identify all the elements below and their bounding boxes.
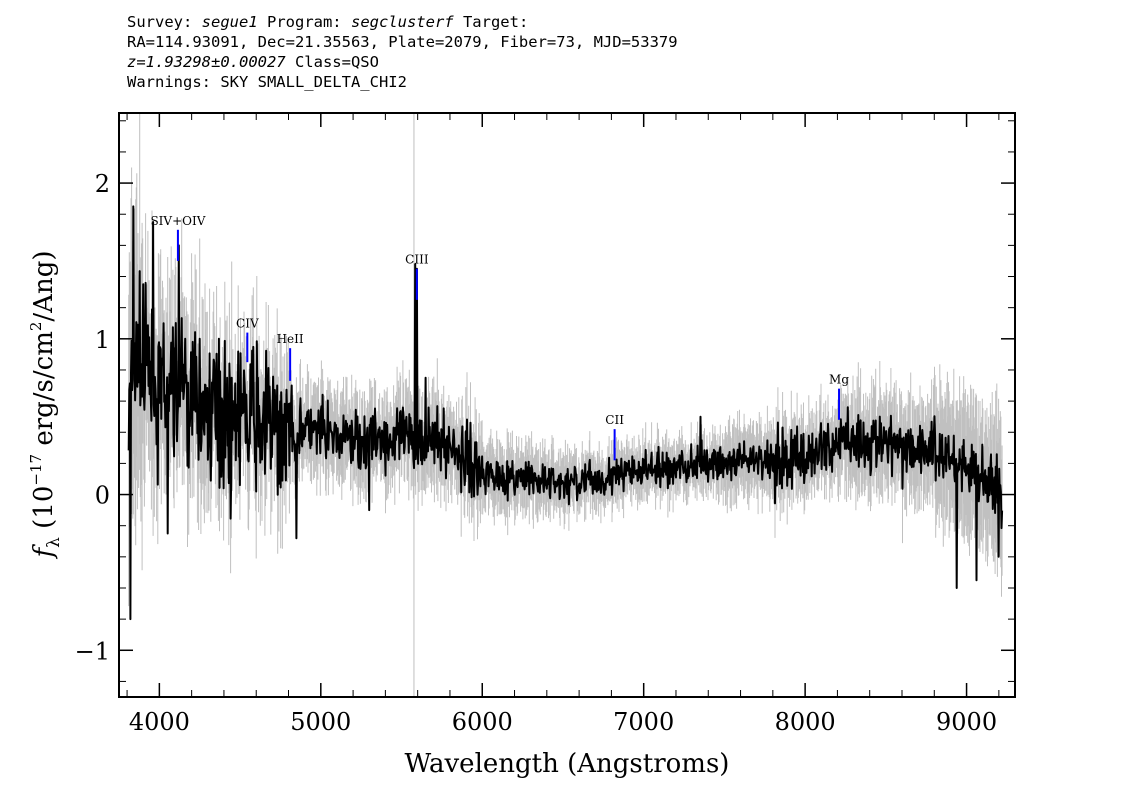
emission-line-label: SIV+OIV (150, 214, 205, 228)
x-tick-label: 7000 (613, 708, 674, 736)
y-axis-lambda: λ (44, 537, 64, 548)
header-line-survey: Survey: segue1 Program: segclusterf Targ… (127, 12, 1107, 32)
y-tick-label: 2 (95, 170, 110, 198)
plot-content (127, 113, 1004, 697)
y-tick-label: −1 (75, 637, 110, 665)
header-line-redshift: z=1.93298±0.00027 Class=QSO (127, 52, 1107, 72)
y-axis-title: fλ (10−17 erg/s/cm2/Ang) (27, 251, 64, 560)
emission-line-markers: SIV+OIV CIV HeII CIII CII Mg (150, 214, 849, 461)
x-tick-label: 4000 (129, 708, 190, 736)
program-name: segclusterf (350, 13, 454, 31)
x-tick-label: 5000 (290, 708, 351, 736)
header-line-coordinates: RA=114.93091, Dec=21.35563, Plate=2079, … (127, 33, 678, 51)
emission-line-label: CIV (236, 317, 259, 331)
plot-frame (118, 112, 1016, 698)
y-axis-suffix: /Ang) (29, 251, 59, 322)
survey-name: segue1 (201, 13, 258, 31)
y-axis-exp2: 2 (27, 322, 45, 332)
survey-prefix: Survey: (127, 13, 202, 31)
x-axis-title: Wavelength (Angstroms) (405, 749, 730, 779)
y-axis-exp: −17 (27, 454, 45, 486)
flux-line (127, 205, 1004, 621)
y-tick-label: 1 (95, 326, 110, 354)
spectrum-header: Survey: segue1 Program: segclusterf Targ… (127, 12, 1107, 92)
y-tick-label: 0 (95, 482, 110, 510)
emission-line-label: Mg (829, 373, 849, 387)
redshift-value: z=1.93298±0.00027 (127, 53, 286, 71)
emission-line-label: HeII (277, 332, 304, 346)
y-axis-unit: erg/s/cm (29, 331, 59, 454)
y-axis-mid: (10 (29, 486, 59, 538)
axis-ticks: 4000 5000 6000 7000 8000 9000 −1 0 1 2 (75, 113, 1015, 736)
x-tick-label: 8000 (775, 708, 836, 736)
target-label: Target: (453, 13, 529, 31)
emission-line-label: CII (605, 413, 624, 427)
class-value: Class=QSO (285, 53, 379, 71)
emission-line-label: CIII (405, 253, 429, 267)
x-tick-label: 6000 (452, 708, 513, 736)
header-line-warnings: Warnings: SKY SMALL_DELTA_CHI2 (127, 73, 407, 91)
program-prefix: Program: (257, 13, 351, 31)
x-tick-label: 9000 (936, 708, 997, 736)
error-band (128, 113, 1003, 607)
